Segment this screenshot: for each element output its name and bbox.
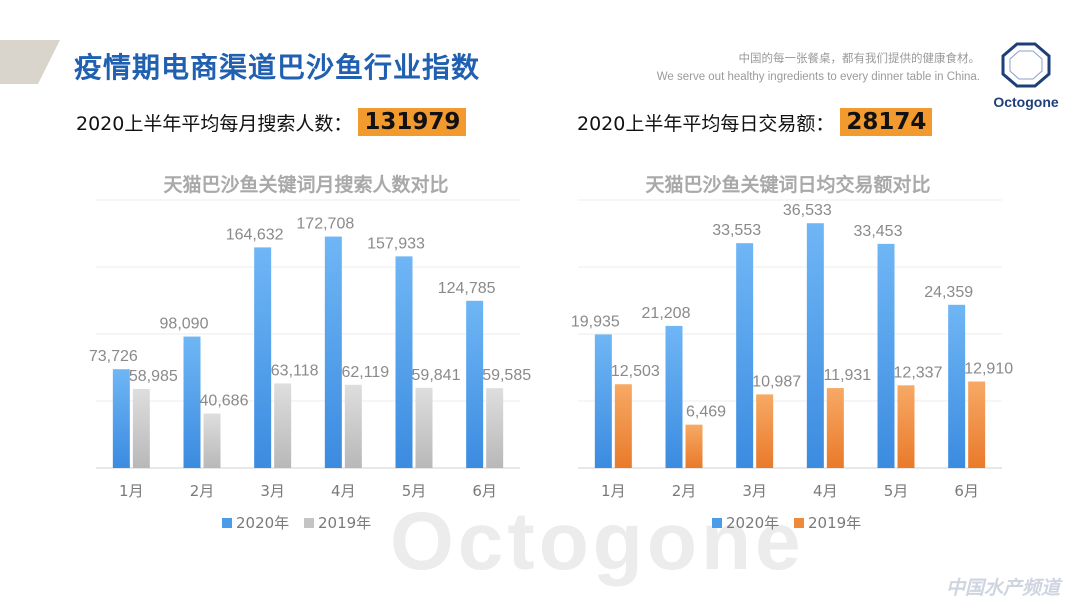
bar-2020-2 <box>665 325 683 468</box>
data-label-2019-6: 12,910 <box>964 361 1013 378</box>
chart-title-search: 天猫巴沙鱼关键词月搜索人数对比 <box>163 174 449 196</box>
octagon-logo-icon <box>1001 42 1051 88</box>
x-tick-label-4: 4月 <box>331 482 356 500</box>
stat-monthly-search-label: 2020上半年平均每月搜索人数： <box>76 112 353 135</box>
x-tick-label-1: 1月 <box>119 482 144 500</box>
bar-2020-6 <box>466 300 484 468</box>
legend-swatch-2020 <box>222 518 232 528</box>
legend-label-2020: 2020年 <box>236 514 289 532</box>
slogan-cn: 中国的每一张餐桌，都有我们提供的健康食材。 <box>738 53 981 65</box>
x-tick-label-3: 3月 <box>260 482 285 500</box>
bar-2020-6 <box>948 304 966 468</box>
bar-2019-6 <box>968 381 986 468</box>
data-label-2019-4: 62,119 <box>341 364 389 381</box>
x-tick-label-5: 5月 <box>884 482 909 500</box>
bar-2020-3 <box>254 247 272 468</box>
stat-daily-trade: 2020上半年平均每日交易额： 28174 <box>577 108 933 136</box>
bar-2020-5 <box>877 243 895 468</box>
data-label-2019-2: 6,469 <box>686 404 726 421</box>
bar-2019-3 <box>274 383 292 468</box>
data-label-2020-1: 73,726 <box>89 348 138 365</box>
bar-2019-2 <box>203 413 221 468</box>
legend-label-2019: 2019年 <box>318 514 371 532</box>
data-label-2020-2: 98,090 <box>160 316 209 333</box>
x-tick-label-4: 4月 <box>813 482 838 500</box>
bar-2020-5 <box>395 256 413 468</box>
legend-swatch-2019 <box>304 518 314 528</box>
data-label-2020-5: 157,933 <box>367 235 425 252</box>
brand-name: Octogone <box>993 94 1059 110</box>
bar-2020-1 <box>594 334 612 468</box>
bar-2019-4 <box>344 384 362 468</box>
data-label-2020-6: 124,785 <box>438 280 496 297</box>
bar-2019-5 <box>897 385 915 468</box>
x-tick-label-3: 3月 <box>742 482 767 500</box>
data-label-2019-4: 11,931 <box>823 367 871 384</box>
stat-monthly-search: 2020上半年平均每月搜索人数： 131979 <box>76 108 467 136</box>
data-label-2019-5: 12,337 <box>894 364 943 381</box>
bar-2020-4 <box>806 223 824 468</box>
bar-2020-4 <box>324 236 342 468</box>
data-label-2020-3: 33,553 <box>712 222 761 239</box>
x-tick-label-1: 1月 <box>601 482 626 500</box>
data-label-2019-3: 10,987 <box>752 373 801 390</box>
data-label-2019-2: 40,686 <box>200 392 249 409</box>
bar-2020-3 <box>736 243 754 468</box>
stat-daily-trade-value: 28174 <box>840 108 933 136</box>
bar-2019-1 <box>132 388 150 468</box>
slogan-en: We serve out healthy ingredients to ever… <box>656 71 980 83</box>
x-tick-label-2: 2月 <box>672 482 697 500</box>
slogan: 中国的每一张餐桌，都有我们提供的健康食材。 We serve out healt… <box>657 50 980 86</box>
bar-2019-3 <box>756 394 774 468</box>
data-label-2020-4: 172,708 <box>296 216 354 233</box>
brand-logo: Octogone <box>988 42 1064 110</box>
bar-2020-2 <box>183 336 201 468</box>
data-label-2019-1: 12,503 <box>611 363 660 380</box>
bar-2020-1 <box>112 369 130 468</box>
bar-2019-6 <box>486 388 504 468</box>
legend-swatch-2020 <box>712 518 722 528</box>
x-tick-label-6: 6月 <box>954 482 979 500</box>
chart-title-trade: 天猫巴沙鱼关键词日均交易额对比 <box>645 174 931 196</box>
bar-2019-4 <box>826 388 844 468</box>
data-label-2020-1: 19,935 <box>571 313 620 330</box>
background-brand-watermark: Octogone <box>390 496 805 587</box>
x-tick-label-5: 5月 <box>402 482 427 500</box>
page-title: 疫情期电商渠道巴沙鱼行业指数 <box>74 51 481 84</box>
data-label-2019-5: 59,841 <box>412 367 461 384</box>
bar-2019-1 <box>614 384 632 468</box>
data-label-2020-2: 21,208 <box>642 305 691 322</box>
bar-2019-5 <box>415 387 433 468</box>
title-accent-shape <box>0 40 60 84</box>
data-label-2019-1: 58,985 <box>129 368 178 385</box>
data-label-2019-3: 63,118 <box>271 362 319 379</box>
data-label-2020-6: 24,359 <box>924 284 973 301</box>
x-tick-label-2: 2月 <box>190 482 215 500</box>
legend-label-2019: 2019年 <box>808 514 861 532</box>
stat-daily-trade-label: 2020上半年平均每日交易额： <box>577 112 835 135</box>
legend-label-2020: 2020年 <box>726 514 779 532</box>
data-label-2020-5: 33,453 <box>854 223 903 240</box>
data-label-2020-4: 36,533 <box>783 202 832 219</box>
bar-2019-2 <box>685 424 703 468</box>
x-tick-label-6: 6月 <box>472 482 497 500</box>
stat-monthly-search-value: 131979 <box>358 108 467 136</box>
data-label-2019-6: 59,585 <box>482 367 531 384</box>
data-label-2020-3: 164,632 <box>226 226 284 243</box>
legend-swatch-2019 <box>794 518 804 528</box>
site-watermark: 中国水产频道 <box>945 577 1060 599</box>
